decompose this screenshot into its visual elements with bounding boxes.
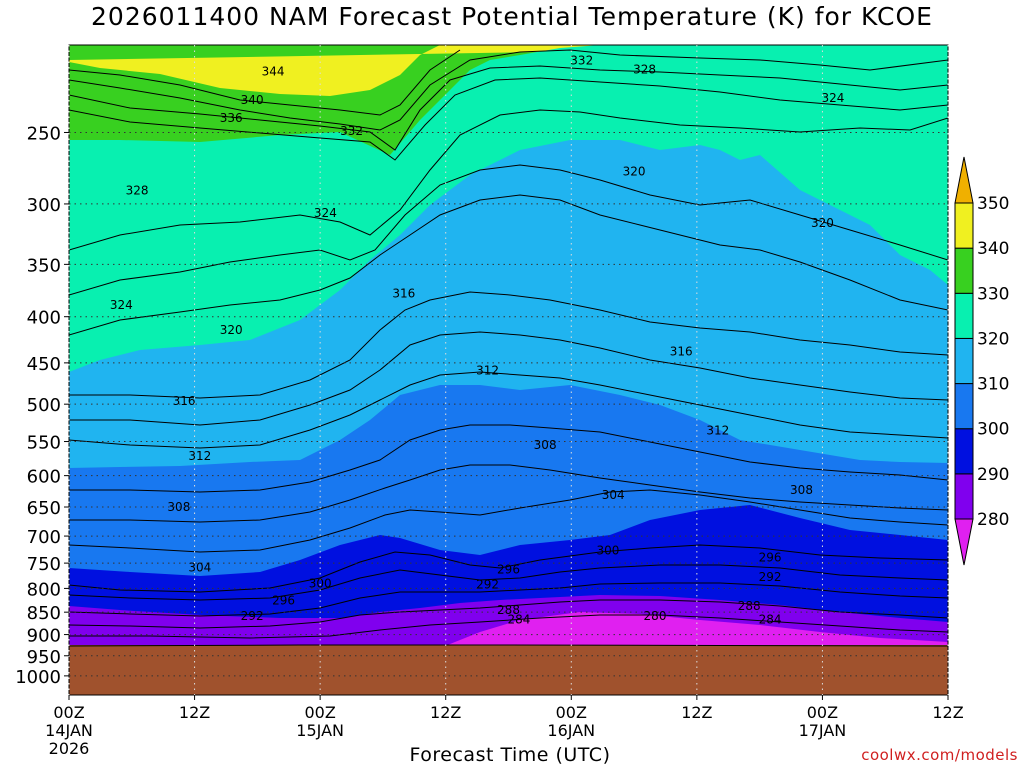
y-tick-label: 450 — [27, 354, 61, 375]
chart-title: 2026011400 NAM Forecast Potential Temper… — [91, 2, 933, 31]
contour-label: 312 — [706, 424, 729, 438]
contour-label: 320 — [623, 164, 646, 178]
y-tick-label: 400 — [27, 308, 61, 329]
contour-label: 316 — [670, 344, 693, 358]
y-tick-label: 650 — [27, 498, 61, 519]
y-tick-label: 500 — [27, 395, 61, 416]
contour-label: 288 — [497, 603, 520, 617]
contour-label: 300 — [596, 543, 619, 557]
y-axis: 2503003504004505005506006507007508008509… — [15, 123, 69, 688]
colorbar-label: 330 — [977, 284, 1009, 304]
contour-label: 304 — [602, 488, 625, 502]
y-tick-label: 900 — [27, 626, 61, 647]
contour-label: 292 — [759, 570, 782, 584]
x-tick-label: 00Z — [556, 703, 587, 722]
contour-label: 328 — [633, 63, 656, 77]
colorbar-swatch — [954, 428, 974, 475]
contour-label: 284 — [759, 612, 782, 626]
contour-label: 344 — [262, 65, 285, 79]
y-tick-label: 600 — [27, 467, 61, 488]
contour-label: 328 — [126, 184, 149, 198]
contour-label: 308 — [790, 483, 813, 497]
contour-label: 284 — [508, 612, 531, 626]
x-tick-date: 16JAN — [547, 721, 595, 740]
contour-label: 296 — [497, 562, 520, 576]
y-tick-label: 1000 — [15, 667, 61, 688]
colorbar-swatch — [954, 202, 974, 249]
contour-label: 316 — [173, 394, 196, 408]
y-tick-label: 550 — [27, 433, 61, 454]
colorbar-label: 350 — [977, 194, 1009, 214]
x-tick-date: 17JAN — [799, 721, 847, 740]
contour-label: 324 — [821, 91, 844, 105]
x-axis-title: Forecast Time (UTC) — [409, 744, 611, 766]
contour-label: 340 — [241, 93, 264, 107]
colorbar: 280 290 300 310 320 330 340 350 — [954, 156, 1009, 566]
contour-label: 320 — [811, 216, 834, 230]
colorbar-swatch — [954, 383, 974, 430]
colorbar-label: 280 — [977, 510, 1009, 530]
x-tick-date: 14JAN — [45, 721, 93, 740]
contour-label: 336 — [220, 111, 243, 125]
contour-label: 332 — [340, 124, 363, 138]
y-tick-label: 250 — [27, 123, 61, 144]
x-tick-label: 12Z — [179, 703, 210, 722]
colorbar-swatch — [954, 337, 974, 385]
colorbar-swatch — [954, 247, 974, 294]
colorbar-label: 300 — [977, 420, 1009, 440]
colorbar-label: 290 — [977, 465, 1009, 485]
plot-area — [69, 45, 948, 695]
y-tick-label: 950 — [27, 647, 61, 668]
colorbar-label: 340 — [977, 239, 1009, 259]
x-tick-label: 00Z — [53, 703, 84, 722]
x-tick-label: 12Z — [932, 703, 963, 722]
contour-label: 292 — [241, 609, 264, 623]
ground — [69, 645, 948, 695]
contour-label: 320 — [220, 323, 243, 337]
contour-label: 296 — [759, 550, 782, 564]
x-tick-label: 12Z — [681, 703, 712, 722]
contour-label: 300 — [309, 576, 332, 590]
contour-label: 296 — [272, 593, 295, 607]
contour-label: 288 — [738, 599, 761, 613]
y-tick-label: 300 — [27, 195, 61, 216]
y-tick-label: 850 — [27, 603, 61, 624]
x-tick-label: 12Z — [430, 703, 461, 722]
colorbar-upper-arrow — [954, 156, 974, 204]
contour-label: 308 — [534, 438, 557, 452]
contour-label: 304 — [188, 560, 211, 574]
grid — [68, 45, 949, 695]
contour-label: 292 — [476, 577, 499, 591]
colorbar-label: 320 — [977, 329, 1009, 349]
contour-labels: 344 340 336 332 332 328 328 324 324 324 320 320 320 3… — [110, 53, 844, 626]
x-tick-date: 15JAN — [296, 721, 344, 740]
y-tick-label: 350 — [27, 255, 61, 276]
contour-label: 312 — [188, 449, 211, 463]
contour-label: 324 — [110, 298, 133, 312]
contour-label: 324 — [314, 206, 337, 220]
colorbar-lower-arrow — [954, 518, 974, 566]
credit-link[interactable]: coolwx.com/models — [861, 746, 1018, 764]
contour-label: 332 — [570, 53, 593, 67]
colorbar-swatch — [954, 473, 974, 520]
y-tick-label: 700 — [27, 527, 61, 548]
contour-label: 280 — [644, 609, 667, 623]
x-tick-label: 00Z — [304, 703, 335, 722]
y-tick-label: 800 — [27, 579, 61, 600]
colorbar-swatch — [954, 292, 974, 339]
y-tick-label: 750 — [27, 554, 61, 575]
colorbar-label: 310 — [977, 375, 1009, 395]
contour-label: 308 — [167, 500, 190, 514]
x-tick-year: 2026 — [49, 739, 90, 758]
contour-lines — [69, 49, 948, 639]
x-tick-label: 00Z — [807, 703, 838, 722]
contour-label: 312 — [476, 364, 499, 378]
contour-label: 316 — [392, 286, 415, 300]
